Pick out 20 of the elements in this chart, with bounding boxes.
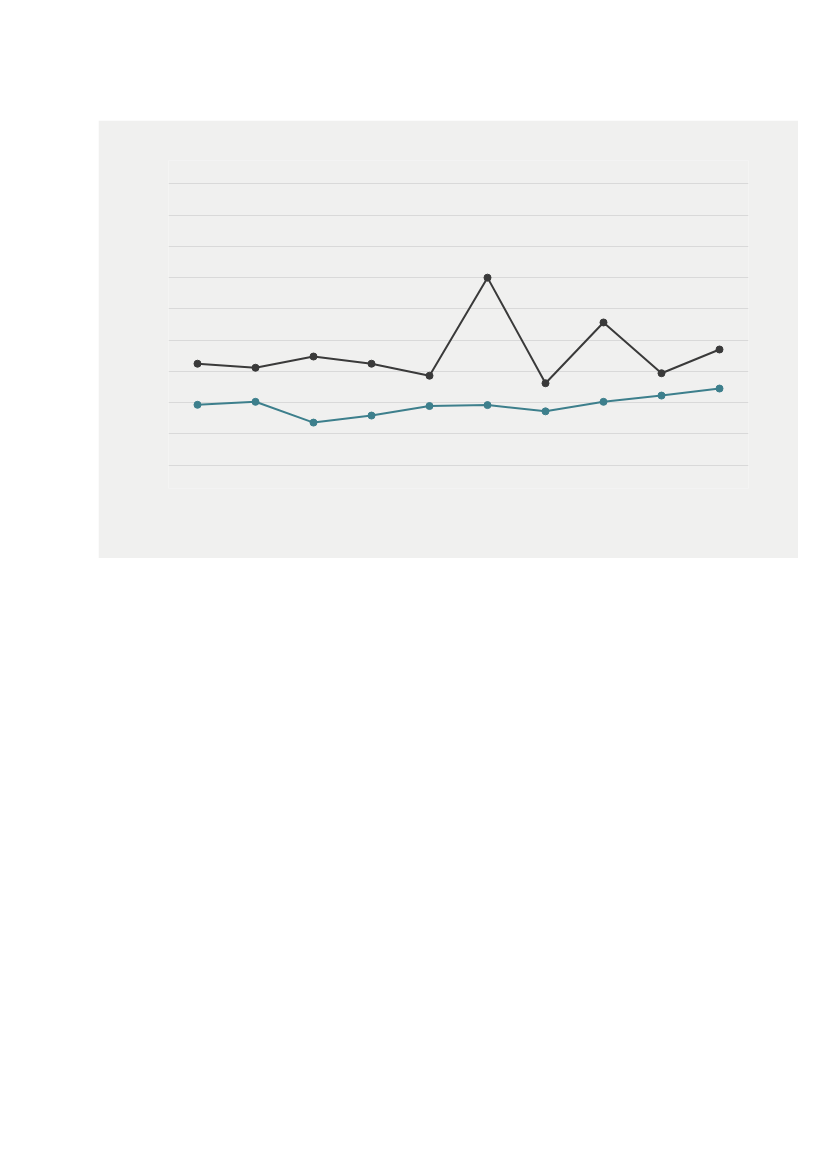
point bbox=[309, 418, 318, 427]
point bbox=[309, 352, 318, 361]
point bbox=[483, 401, 492, 410]
point bbox=[715, 345, 724, 354]
point bbox=[657, 369, 666, 378]
point bbox=[251, 363, 260, 372]
point bbox=[251, 397, 260, 406]
point bbox=[599, 397, 608, 406]
point bbox=[425, 402, 434, 411]
point bbox=[541, 379, 550, 388]
point bbox=[193, 400, 202, 409]
point bbox=[193, 359, 202, 368]
point bbox=[425, 371, 434, 380]
point bbox=[657, 391, 666, 400]
point bbox=[715, 384, 724, 393]
point bbox=[367, 411, 376, 420]
point bbox=[599, 318, 608, 327]
point bbox=[483, 273, 492, 282]
point bbox=[541, 407, 550, 416]
point bbox=[367, 359, 376, 368]
